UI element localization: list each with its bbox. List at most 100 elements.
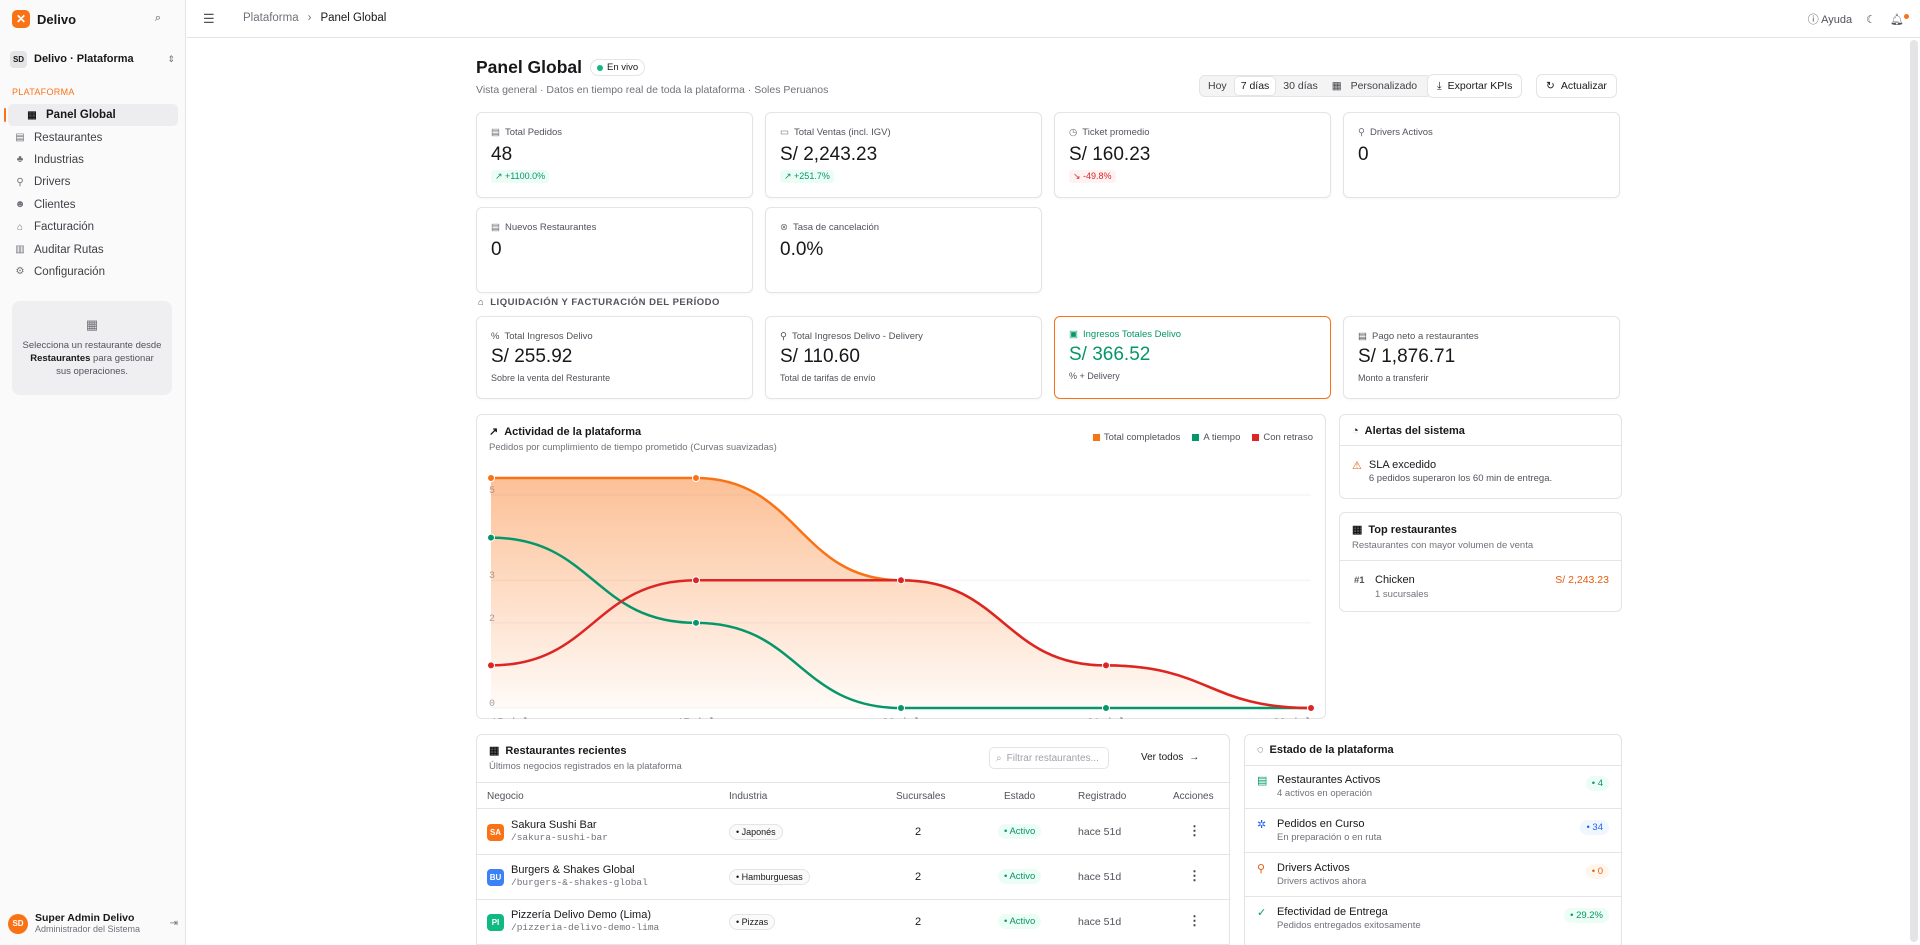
more-vertical-icon[interactable]: ⋮	[1188, 868, 1201, 883]
range-7d[interactable]: 7 días	[1234, 77, 1276, 95]
status-item[interactable]: ✲ Pedidos en Curso En preparación o en rut…	[1245, 810, 1621, 853]
status-item[interactable]: ✓ Efectividad de Entrega Pedidos entregado…	[1245, 898, 1621, 941]
store-icon: ▤	[491, 222, 500, 233]
range-selector: Hoy 7 días 30 días ▦ Personalizado	[1199, 75, 1433, 97]
restaurant-name[interactable]: Burgers & Shakes Global	[511, 864, 635, 876]
data-point	[897, 704, 905, 712]
status-item[interactable]: ⚲ Drivers Activos Drivers activos ahora • 0	[1245, 854, 1621, 897]
sidebar-toggle-icon[interactable]: ☰	[203, 11, 215, 26]
col-sucursales: Sucursales	[896, 791, 946, 802]
kpi-delta: +251.7%	[794, 171, 830, 181]
moon-icon[interactable]: ☾	[1866, 13, 1877, 26]
logo[interactable]: ✕ Delivo	[12, 9, 76, 29]
kpi-card: ▤ Nuevos Restaurantes 0	[476, 207, 753, 293]
more-vertical-icon[interactable]: ⋮	[1188, 823, 1201, 838]
x-tick-label: 17 jul	[677, 717, 715, 719]
sidebar-item-drivers[interactable]: ⚲ Drivers	[8, 171, 178, 193]
sidebar-item-label: Auditar Rutas	[34, 243, 104, 256]
bell-icon[interactable]: 🔔︎	[1890, 13, 1909, 26]
page-title: Panel Global	[476, 57, 582, 77]
restaurant-slug: /burgers-&-shakes-global	[511, 877, 648, 888]
refresh-button[interactable]: ↻ Actualizar	[1536, 74, 1617, 98]
sidebar-nav: ▦ Panel Global ▤ Restaurantes ♣ Industrias ⚲ Dr…	[4, 104, 178, 283]
workspace-switcher[interactable]: SD Delivo · Plataforma ⇕	[10, 50, 175, 68]
data-point	[692, 576, 700, 585]
search-icon[interactable]: ⌕	[154, 11, 162, 24]
bank-icon: ⌂	[478, 297, 485, 308]
sidebar-item-facturacin[interactable]: ⌂ Facturación	[8, 216, 178, 238]
help-button[interactable]: ⓘ Ayuda	[1807, 14, 1853, 26]
legend-swatch	[1252, 434, 1260, 441]
industry-label: Pizzas	[741, 917, 769, 927]
sidebar-hint-card: ▦ Selecciona un restaurante desde Restau…	[12, 301, 172, 395]
store-icon: ▤	[1358, 331, 1367, 342]
kpi-delta: -49.8%	[1083, 171, 1112, 181]
store-icon: ▦	[489, 745, 500, 757]
billing-card: ▤ Pago neto a restaurantes S/ 1,876.71 Mont…	[1343, 316, 1620, 399]
cancel-icon: ⊗	[780, 222, 788, 233]
billing-card: % Total Ingresos Delivo S/ 255.92 Sobre la …	[476, 316, 753, 399]
restaurant-name[interactable]: Pizzería Delivo Demo (Lima)	[511, 909, 651, 921]
restaurant-slug: /pizzeria-delivo-demo-lima	[511, 922, 660, 933]
alert-title: SLA excedido	[1368, 459, 1437, 471]
branches-count: 2	[915, 916, 922, 928]
live-dot	[597, 64, 603, 71]
restaurant-name[interactable]: Sakura Sushi Bar	[511, 819, 597, 831]
filter-input[interactable]: ⌕ Filtrar restaurantes...	[989, 747, 1109, 769]
sidebar-item-auditarrutas[interactable]: ▥ Auditar Rutas	[8, 238, 178, 260]
sidebar-hint-text: Selecciona un restaurante desde Restaura…	[22, 340, 162, 377]
range-today[interactable]: Hoy	[1208, 80, 1227, 92]
data-point	[1102, 704, 1110, 712]
table-row[interactable]: BU Burgers & Shakes Global/burgers-&-shak…	[477, 855, 1229, 900]
billing-value: S/ 1,876.71	[1358, 346, 1456, 367]
status-item[interactable]: ▤ Restaurantes Activos 4 activos en operac…	[1245, 766, 1621, 809]
warning-icon: ⚠	[1352, 460, 1362, 472]
alert-item[interactable]: ⚠ SLA excedido 6 pedidos superaron los 6…	[1352, 459, 1552, 484]
see-all-link[interactable]: Ver todos →	[1141, 752, 1200, 763]
table-row[interactable]: PI Pizzería Delivo Demo (Lima)/pizzeria-d…	[477, 900, 1229, 945]
user-profile[interactable]: SD Super Admin Delivo Administrador del …	[8, 913, 178, 934]
ledger-icon: ▣	[1069, 329, 1078, 340]
legend-item: Con retraso	[1252, 432, 1313, 443]
workspace-avatar: SD	[10, 50, 27, 68]
range-custom[interactable]: ▦ Personalizado	[1331, 80, 1418, 92]
kpi-value: 48	[491, 144, 513, 165]
logout-icon[interactable]: ⇥	[169, 918, 178, 929]
kpi-label-text: Total Ventas (incl. IGV)	[793, 127, 891, 138]
top-restaurant-name: Chicken	[1375, 574, 1415, 586]
branches-count: 2	[915, 826, 922, 838]
kpi-delta-badge: ↗ +251.7%	[780, 170, 834, 183]
activity-panel: ↗ Actividad de la plataforma Pedidos por …	[476, 414, 1326, 719]
sidebar-item-industrias[interactable]: ♣ Industrias	[8, 149, 178, 171]
rank: #1	[1354, 575, 1365, 586]
kpi-label-text: Tasa de cancelación	[792, 222, 880, 233]
users-icon: ☻	[14, 199, 26, 211]
kpi-value: S/ 160.23	[1069, 144, 1151, 165]
table-row[interactable]: SA Sakura Sushi Bar/sakura-sushi-bar • Jap…	[477, 810, 1229, 855]
range-30d[interactable]: 30 días	[1283, 80, 1318, 92]
scrollbar[interactable]	[1910, 40, 1918, 942]
breadcrumb-item[interactable]: Plataforma	[243, 12, 299, 24]
more-vertical-icon[interactable]: ⋮	[1188, 913, 1201, 928]
dashboard-icon: ▦	[27, 109, 37, 121]
chevron-updown-icon: ⇕	[167, 53, 175, 64]
chevron-right-icon: ›	[307, 12, 312, 24]
money-icon: ▭	[780, 127, 789, 138]
kpi-label: ⊗ Tasa de cancelación	[780, 222, 1027, 233]
alert-desc: 6 pedidos superaron los 60 min de entreg…	[1368, 473, 1553, 484]
sidebar-item-label: Restaurantes	[34, 131, 103, 144]
kpi-value: 0	[1358, 144, 1369, 165]
status-count-badge: • 4	[1585, 776, 1609, 791]
data-point	[1307, 704, 1315, 712]
bell-icon: ◔	[1352, 425, 1359, 437]
sidebar-item-restaurantes[interactable]: ▤ Restaurantes	[8, 126, 178, 148]
col-registrado: Registrado	[1078, 791, 1127, 802]
industry-badge: • Hamburguesas	[729, 869, 810, 885]
export-button[interactable]: ⤓ Exportar KPIs	[1427, 74, 1523, 98]
circle-icon: ◌	[1257, 744, 1264, 756]
sidebar-item-panelglobal[interactable]: ▦ Panel Global	[4, 104, 178, 127]
sidebar-item-configuracin[interactable]: ⚙ Configuración	[8, 261, 178, 283]
industry-label: Hamburguesas	[741, 872, 803, 882]
sidebar-item-clientes[interactable]: ☻ Clientes	[8, 194, 178, 216]
restaurant-avatar: SA	[487, 824, 504, 841]
